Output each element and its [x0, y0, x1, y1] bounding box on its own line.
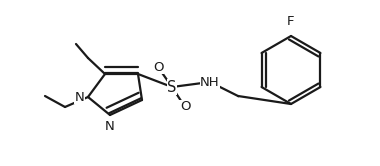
Text: S: S — [167, 80, 177, 94]
Text: N: N — [105, 120, 115, 133]
Text: O: O — [153, 60, 163, 74]
Text: N: N — [74, 90, 84, 103]
Text: F: F — [287, 15, 295, 28]
Text: O: O — [180, 100, 190, 114]
Text: NH: NH — [200, 76, 220, 88]
